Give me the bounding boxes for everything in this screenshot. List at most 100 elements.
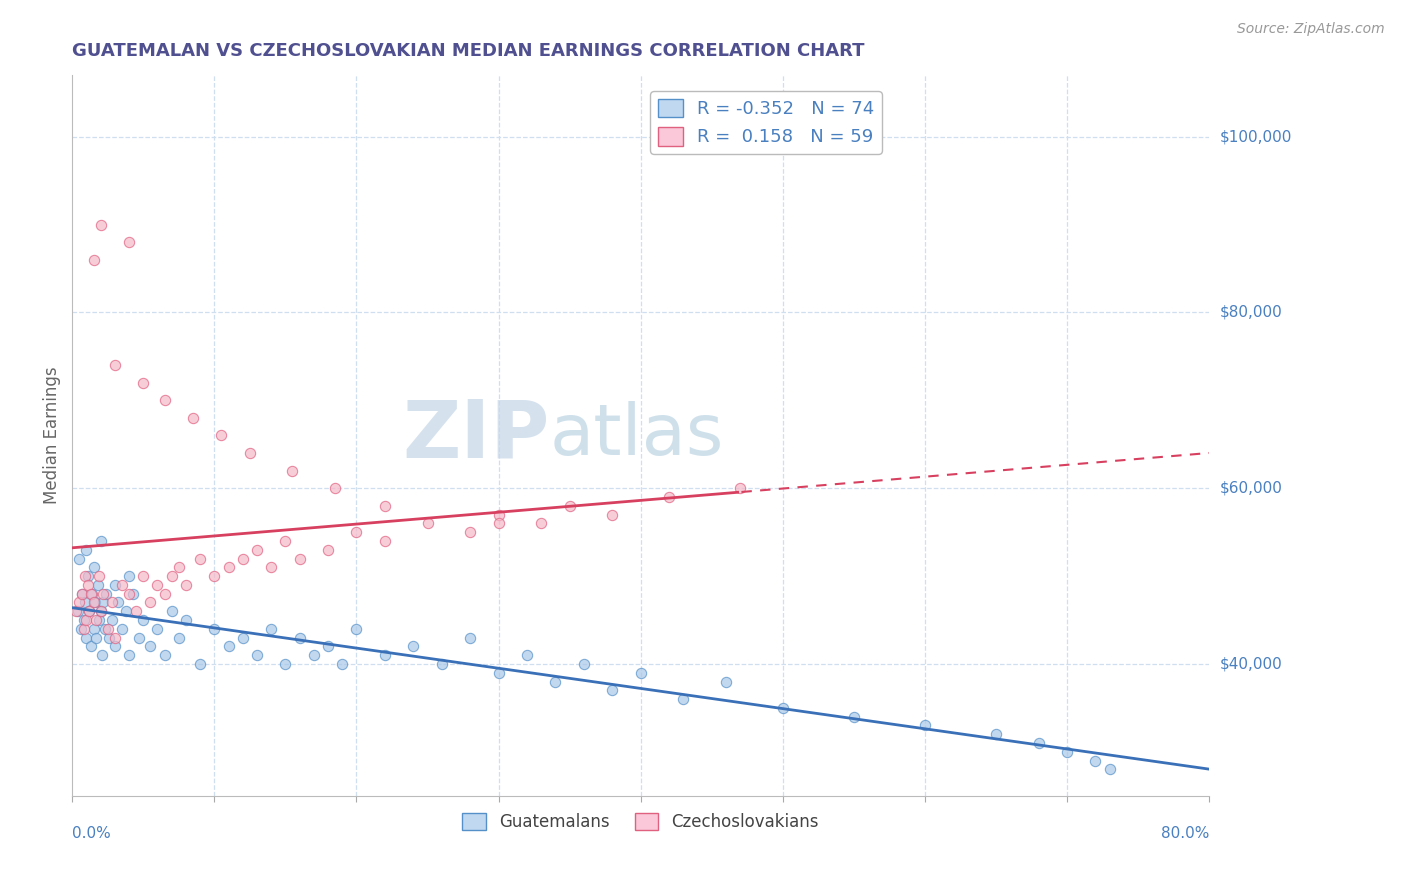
Point	[70, 587, 93, 601]
Point	[79, 604, 101, 618]
Point	[330, 657, 353, 671]
Point	[79, 604, 101, 618]
Point	[75, 542, 97, 557]
Point	[101, 613, 124, 627]
Point	[111, 578, 134, 592]
Point	[80, 640, 103, 654]
Point	[516, 648, 538, 662]
Point	[125, 604, 148, 618]
Point	[274, 657, 297, 671]
Point	[488, 508, 510, 522]
Point	[160, 569, 183, 583]
Point	[188, 657, 211, 671]
Point	[139, 640, 162, 654]
Point	[104, 578, 127, 592]
Point	[218, 640, 240, 654]
Point	[118, 587, 141, 601]
Point	[728, 481, 751, 495]
Point	[84, 595, 107, 609]
Point	[488, 516, 510, 531]
Point	[115, 604, 138, 618]
Point	[167, 631, 190, 645]
Text: GUATEMALAN VS CZECHOSLOVAKIAN MEDIAN EARNINGS CORRELATION CHART: GUATEMALAN VS CZECHOSLOVAKIAN MEDIAN EAR…	[72, 42, 865, 60]
Point	[67, 595, 90, 609]
Text: $80,000: $80,000	[1220, 305, 1282, 320]
Text: 0.0%: 0.0%	[72, 826, 111, 841]
Point	[316, 542, 339, 557]
Point	[87, 578, 110, 592]
Point	[132, 569, 155, 583]
Point	[1098, 763, 1121, 777]
Point	[160, 604, 183, 618]
Point	[107, 595, 129, 609]
Point	[374, 533, 396, 548]
Point	[72, 622, 94, 636]
Point	[76, 569, 98, 583]
Point	[218, 560, 240, 574]
Point	[239, 446, 262, 460]
Point	[288, 631, 311, 645]
Point	[101, 595, 124, 609]
Point	[209, 428, 232, 442]
Point	[346, 622, 368, 636]
Point	[672, 692, 695, 706]
Point	[70, 587, 93, 601]
Point	[104, 358, 127, 372]
Point	[118, 235, 141, 249]
Point	[93, 595, 115, 609]
Y-axis label: Median Earnings: Median Earnings	[44, 367, 60, 504]
Text: Source: ZipAtlas.com: Source: ZipAtlas.com	[1237, 22, 1385, 37]
Point	[96, 587, 118, 601]
Legend: Guatemalans, Czechoslovakians: Guatemalans, Czechoslovakians	[456, 806, 825, 838]
Point	[1084, 754, 1107, 768]
Point	[90, 218, 112, 232]
Point	[91, 648, 114, 662]
Point	[80, 587, 103, 601]
Point	[458, 525, 481, 540]
Text: $100,000: $100,000	[1220, 129, 1292, 145]
Point	[458, 631, 481, 645]
Point	[167, 560, 190, 574]
Point	[658, 490, 681, 504]
Point	[153, 587, 176, 601]
Point	[174, 578, 197, 592]
Point	[430, 657, 453, 671]
Point	[714, 674, 737, 689]
Point	[246, 542, 269, 557]
Point	[416, 516, 439, 531]
Point	[914, 718, 936, 732]
Point	[83, 622, 105, 636]
Point	[73, 569, 96, 583]
Point	[104, 640, 127, 654]
Point	[260, 560, 283, 574]
Point	[118, 648, 141, 662]
Point	[75, 613, 97, 627]
Point	[139, 595, 162, 609]
Point	[153, 648, 176, 662]
Point	[72, 613, 94, 627]
Point	[104, 631, 127, 645]
Point	[374, 648, 396, 662]
Point	[246, 648, 269, 662]
Point	[1028, 736, 1050, 750]
Point	[323, 481, 346, 495]
Point	[128, 631, 150, 645]
Point	[83, 560, 105, 574]
Point	[90, 533, 112, 548]
Point	[630, 665, 652, 680]
Point	[86, 631, 108, 645]
Point	[842, 709, 865, 723]
Point	[118, 569, 141, 583]
Point	[89, 569, 111, 583]
Point	[132, 613, 155, 627]
Point	[260, 622, 283, 636]
Point	[75, 631, 97, 645]
Point	[82, 587, 104, 601]
Point	[83, 252, 105, 267]
Point	[153, 393, 176, 408]
Point	[181, 411, 204, 425]
Text: 80.0%: 80.0%	[1161, 826, 1209, 841]
Text: $60,000: $60,000	[1220, 481, 1284, 496]
Point	[122, 587, 145, 601]
Point	[232, 551, 254, 566]
